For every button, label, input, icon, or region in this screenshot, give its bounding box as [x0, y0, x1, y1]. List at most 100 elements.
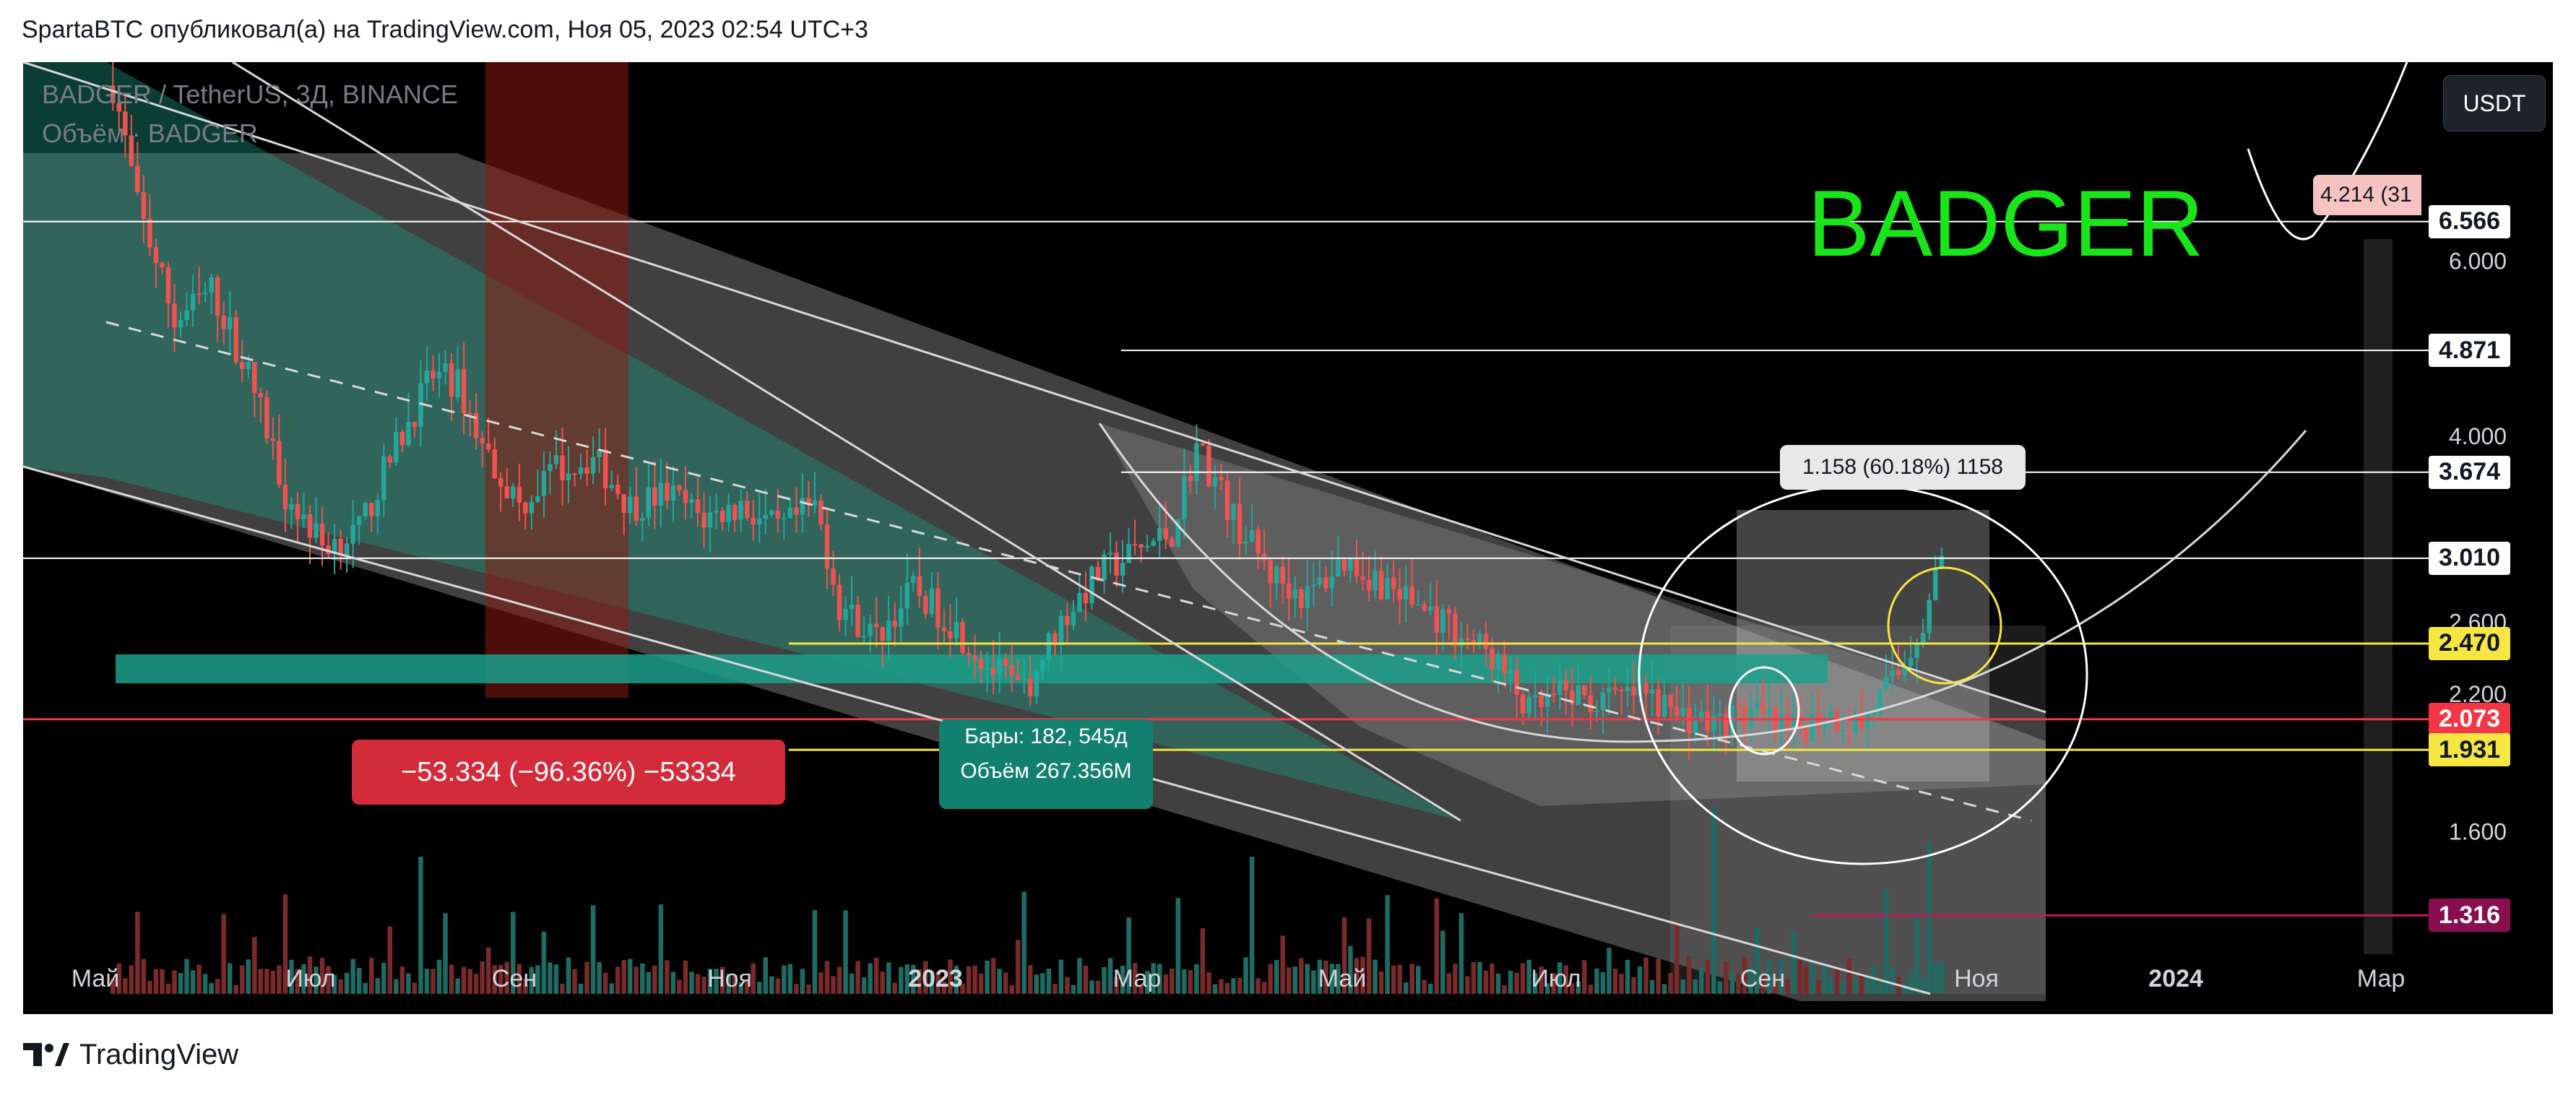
- candle: [1157, 503, 1162, 559]
- volume-bar: [683, 960, 688, 994]
- volume-bar: [658, 904, 664, 994]
- candle: [123, 92, 128, 157]
- x-tick-label: 2024: [2148, 965, 2203, 992]
- scale-scrollbar[interactable]: [2364, 239, 2393, 954]
- volume-bar: [1877, 979, 1883, 994]
- volume-bar: [726, 974, 731, 994]
- candle: [1502, 640, 1507, 688]
- volume-bar: [824, 961, 830, 994]
- candle: [806, 481, 811, 517]
- candle: [911, 571, 916, 592]
- volume-bar: [1373, 959, 1378, 994]
- volume-bar: [689, 971, 694, 994]
- candle: [1724, 707, 1729, 755]
- candle: [165, 261, 171, 328]
- candle: [861, 616, 867, 644]
- volume-legend: Объём · BADGER: [42, 118, 258, 148]
- candle: [1403, 566, 1409, 623]
- candle: [615, 475, 621, 500]
- candle: [1687, 686, 1692, 760]
- candle: [837, 574, 842, 632]
- volume-bar: [615, 966, 621, 994]
- volume-bar: [1366, 918, 1372, 994]
- volume-bar: [356, 967, 362, 994]
- volume-bar: [640, 963, 645, 994]
- candle: [129, 114, 134, 168]
- volume-bar: [1360, 956, 1365, 994]
- volume-bar: [1428, 983, 1433, 994]
- volume-bar: [1810, 962, 1815, 994]
- candle: [160, 261, 165, 274]
- volume-bar: [1570, 983, 1575, 994]
- candle: [1268, 559, 1273, 608]
- candle: [264, 390, 269, 444]
- candle: [449, 352, 454, 421]
- candle: [1286, 558, 1292, 621]
- volume-bar: [794, 984, 799, 994]
- candle: [381, 443, 386, 518]
- yellow-circle: [1887, 566, 2002, 685]
- volume-bar: [806, 984, 811, 994]
- candle: [147, 194, 152, 256]
- volume-bar: [129, 965, 134, 994]
- volume-bar: [1077, 958, 1082, 994]
- volume-bar: [775, 978, 781, 994]
- candle: [1828, 703, 1833, 730]
- candle: [652, 461, 657, 529]
- candle: [1754, 680, 1760, 717]
- volume-bar: [1619, 974, 1624, 994]
- price-label-6.566: 6.566: [2429, 204, 2511, 238]
- candle: [1071, 600, 1076, 631]
- volume-bar: [480, 961, 485, 994]
- candle: [1348, 558, 1353, 582]
- volume-bar: [849, 973, 855, 994]
- volume-bar: [1144, 971, 1150, 994]
- volume-bar: [338, 979, 343, 994]
- volume-bar: [1846, 958, 1852, 994]
- volume-bar: [399, 966, 405, 994]
- volume-bar: [424, 969, 430, 994]
- candle: [1329, 550, 1335, 607]
- candle: [1397, 568, 1402, 625]
- volume-bar: [511, 912, 516, 994]
- candle: [948, 604, 953, 658]
- volume-bar: [1668, 972, 1673, 994]
- volume-bar: [1637, 966, 1643, 994]
- candle: [1846, 707, 1852, 747]
- candle: [1280, 555, 1285, 605]
- candle: [1274, 564, 1279, 600]
- volume-bar: [1532, 973, 1538, 994]
- candle: [695, 477, 701, 527]
- candle: [578, 453, 584, 480]
- candle: [812, 472, 818, 514]
- measure-down-label: −53.334 (−96.36%) −53334: [352, 740, 785, 805]
- candle: [406, 393, 411, 448]
- currency-button[interactable]: USDT: [2443, 75, 2546, 131]
- candle: [368, 502, 374, 532]
- chart-area[interactable]: BADGER 6.000 4.000 2.600 2.200 1.600 Май Июл С…: [23, 62, 2553, 1014]
- volume-bar: [960, 983, 965, 994]
- candle: [1206, 438, 1211, 488]
- candle: [1409, 558, 1414, 609]
- volume-bars: [111, 806, 1944, 994]
- candle: [1890, 650, 1895, 695]
- candle: [363, 501, 368, 520]
- candle: [584, 449, 589, 486]
- volume-bar: [153, 969, 159, 994]
- candle: [1736, 697, 1741, 717]
- candle: [135, 142, 140, 196]
- candle: [1102, 550, 1107, 594]
- volume-bar: [1736, 973, 1741, 994]
- candle: [1932, 555, 1938, 601]
- volume-bar: [1132, 963, 1138, 994]
- candle: [1607, 668, 1612, 716]
- volume-bar: [1582, 960, 1587, 994]
- volume-bar: [1311, 970, 1316, 994]
- candle: [1028, 656, 1033, 706]
- volume-bar: [332, 974, 337, 994]
- volume-bar: [831, 976, 836, 994]
- candle: [227, 291, 233, 354]
- footer-brand: TradingView: [23, 1034, 238, 1075]
- volume-bar: [1231, 978, 1236, 994]
